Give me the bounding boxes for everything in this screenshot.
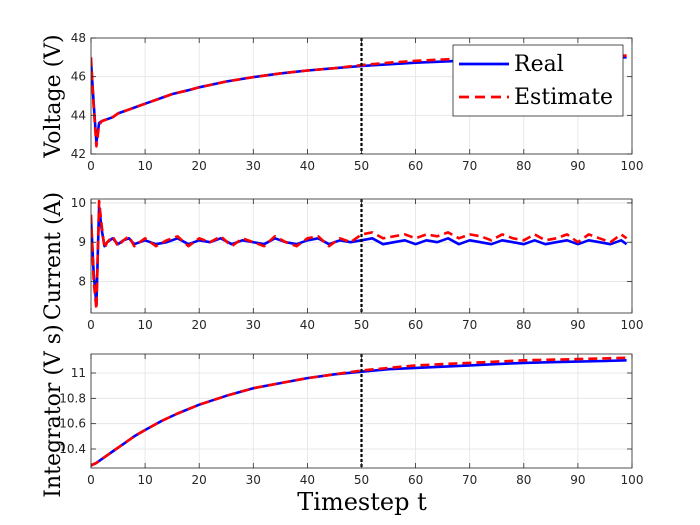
x-tick-label: 40 xyxy=(300,318,315,332)
x-tick-label: 70 xyxy=(462,318,477,332)
y-tick-label: 48 xyxy=(71,31,86,45)
x-tick-label: 90 xyxy=(570,473,585,487)
series-line-estimate xyxy=(91,356,627,467)
x-tick-label: 30 xyxy=(246,318,261,332)
y-axis-label: Current (A) xyxy=(41,192,66,320)
x-tick-label: 60 xyxy=(408,159,423,173)
x-tick-label: 100 xyxy=(621,159,644,173)
y-tick-label: 10.8 xyxy=(59,391,86,405)
x-tick-label: 90 xyxy=(570,318,585,332)
x-tick-label: 20 xyxy=(192,473,207,487)
x-tick-label: 60 xyxy=(408,318,423,332)
panel-3: 0 10 20 30 40 50 60 70 80 90 100 10.4 10.6 10.8 11 Inte… xyxy=(41,324,643,497)
x-tick-label: 40 xyxy=(300,159,315,173)
x-tick-label: 40 xyxy=(300,473,315,487)
series-line-real xyxy=(91,359,627,467)
x-tick-label: 20 xyxy=(192,159,207,173)
y-tick-label: 9 xyxy=(78,235,86,249)
x-tick-label: 10 xyxy=(137,318,152,332)
x-tick-label: 100 xyxy=(621,473,644,487)
x-tick-label: 60 xyxy=(408,473,423,487)
x-tick-label: 100 xyxy=(621,318,644,332)
legend: Real Estimate xyxy=(452,44,624,117)
x-tick-label: 80 xyxy=(516,473,531,487)
x-tick-label: 50 xyxy=(354,159,369,173)
y-tick-label: 46 xyxy=(71,70,86,84)
y-axis-label: Voltage (V) xyxy=(41,34,66,158)
legend-label-real: Real xyxy=(514,52,564,77)
x-tick-label: 10 xyxy=(137,159,152,173)
y-tick-label: 10.6 xyxy=(59,417,86,431)
x-axis-label: Timestep t xyxy=(297,488,427,516)
x-tick-label: 20 xyxy=(192,318,207,332)
x-tick-label: 10 xyxy=(137,473,152,487)
y-tick-label: 10.4 xyxy=(59,442,86,456)
x-tick-label: 70 xyxy=(462,473,477,487)
y-tick-label: 8 xyxy=(78,275,86,289)
x-tick-label: 0 xyxy=(87,473,95,487)
x-tick-label: 0 xyxy=(87,318,95,332)
legend-box xyxy=(452,44,624,117)
x-tick-label: 30 xyxy=(246,473,261,487)
x-tick-label: 50 xyxy=(354,473,369,487)
y-tick-label: 11 xyxy=(71,366,86,380)
y-axis-label: Integrator (V s) xyxy=(41,324,66,497)
x-tick-label: 50 xyxy=(354,318,369,332)
x-tick-label: 30 xyxy=(246,159,261,173)
y-tick-label: 10 xyxy=(71,196,86,210)
x-tick-label: 90 xyxy=(570,159,585,173)
x-tick-label: 80 xyxy=(516,159,531,173)
x-tick-label: 0 xyxy=(87,159,95,173)
panel-2: 0 10 20 30 40 50 60 70 80 90 100 8 9 10 Current (A) xyxy=(41,192,643,332)
y-tick-label: 44 xyxy=(71,108,86,122)
x-tick-label: 80 xyxy=(516,318,531,332)
series-line-estimate xyxy=(91,199,628,311)
y-tick-label: 42 xyxy=(71,147,86,161)
x-tick-label: 70 xyxy=(462,159,477,173)
legend-label-estimate: Estimate xyxy=(514,85,613,110)
